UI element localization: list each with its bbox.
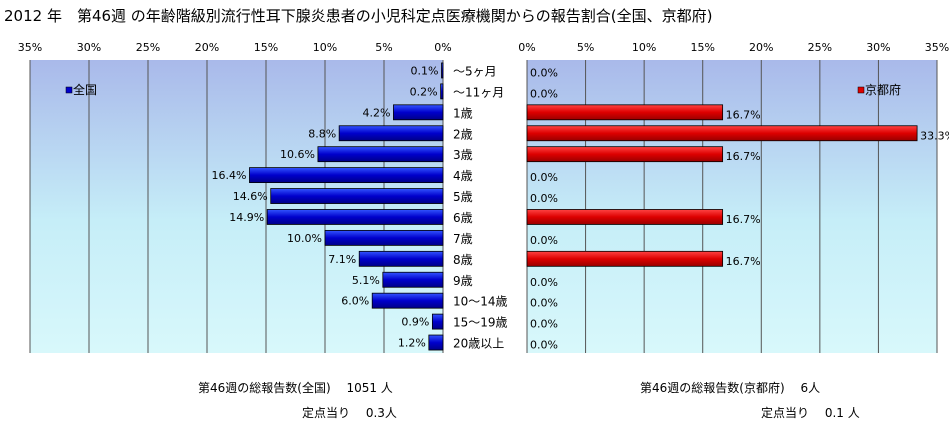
category-label: 8歳 <box>453 253 473 267</box>
data-label-zenkoku: 8.8% <box>308 127 336 140</box>
category-label: 3歳 <box>453 148 473 162</box>
bar-zenkoku <box>324 229 444 246</box>
left-tick-label: 20% <box>195 41 219 54</box>
data-label-kyoto: 0.0% <box>530 66 558 79</box>
category-label: 2歳 <box>453 127 473 141</box>
legend-label-kyoto: 京都府 <box>865 82 901 97</box>
right-tick-label: 15% <box>690 41 714 54</box>
category-label: ～11ヶ月 <box>453 85 504 99</box>
left-tick-label: 25% <box>136 41 160 54</box>
data-label-kyoto: 0.0% <box>530 192 558 205</box>
bar-zenkoku <box>382 271 444 288</box>
data-label-zenkoku: 5.1% <box>352 274 380 287</box>
chart-title: 2012 年 第46週 の年齢階級別流行性耳下腺炎患者の小児科定点医療機関からの… <box>4 7 713 25</box>
bar-zenkoku <box>358 250 444 267</box>
data-label-kyoto: 0.0% <box>530 339 558 352</box>
data-label-zenkoku: 10.6% <box>280 148 315 161</box>
footer-right-per: 定点当り 0.1 人 <box>761 406 860 420</box>
bar-kyoto <box>526 209 724 225</box>
left-plot-area <box>30 60 443 353</box>
data-label-kyoto: 16.7% <box>726 213 761 226</box>
left-tick-label: 10% <box>313 41 337 54</box>
left-tick-label: 15% <box>254 41 278 54</box>
data-label-zenkoku: 14.9% <box>229 211 264 224</box>
right-tick-label: 5% <box>577 41 594 54</box>
legend-label-zenkoku: 全国 <box>73 82 97 97</box>
right-tick-label: 10% <box>632 41 656 54</box>
data-label-kyoto: 0.0% <box>530 318 558 331</box>
bar-zenkoku <box>270 188 444 204</box>
left-tick-label: 30% <box>77 41 101 54</box>
bar-kyoto <box>526 104 724 121</box>
category-label: 6歳 <box>453 211 473 225</box>
bar-zenkoku <box>338 125 444 142</box>
bar-kyoto <box>526 125 918 142</box>
data-label-zenkoku: 14.6% <box>233 190 268 203</box>
bar-zenkoku <box>371 292 444 309</box>
category-label: 10～14歳 <box>453 295 508 309</box>
data-label-zenkoku: 7.1% <box>328 253 356 266</box>
bar-zenkoku <box>266 209 444 225</box>
footer-left-total: 第46週の総報告数(全国) 1051 人 <box>198 381 393 395</box>
data-label-zenkoku: 10.0% <box>287 232 322 245</box>
bar-zenkoku <box>441 62 444 79</box>
data-label-kyoto: 0.0% <box>530 87 558 100</box>
category-label: 9歳 <box>453 274 473 288</box>
category-label: ～5ヶ月 <box>453 64 497 78</box>
data-label-zenkoku: 6.0% <box>341 295 369 308</box>
data-label-zenkoku: 0.9% <box>401 316 429 329</box>
right-plot-area <box>527 60 937 353</box>
bar-zenkoku <box>393 104 444 121</box>
data-label-kyoto: 16.7% <box>726 150 761 163</box>
left-tick-label: 0% <box>434 41 451 54</box>
bar-kyoto <box>526 146 724 163</box>
category-label: 5歳 <box>453 190 473 204</box>
legend-swatch-zenkoku <box>65 86 73 94</box>
data-label-kyoto: 16.7% <box>726 108 761 121</box>
left-tick-label: 5% <box>375 41 392 54</box>
data-label-kyoto: 0.0% <box>530 171 558 184</box>
data-label-kyoto: 33.3% <box>920 129 949 142</box>
data-label-zenkoku: 0.2% <box>410 85 438 98</box>
legend-swatch-kyoto <box>857 86 865 94</box>
category-label: 20歳以上 <box>453 337 504 351</box>
data-label-zenkoku: 4.2% <box>362 106 390 119</box>
right-tick-label: 30% <box>866 41 890 54</box>
category-label: 1歳 <box>453 106 473 120</box>
bar-zenkoku <box>440 83 444 100</box>
data-label-kyoto: 0.0% <box>530 276 558 289</box>
data-label-zenkoku: 1.2% <box>398 337 426 350</box>
right-tick-label: 20% <box>749 41 773 54</box>
bar-zenkoku <box>249 167 444 184</box>
category-label: 7歳 <box>453 232 473 246</box>
category-label: 4歳 <box>453 169 473 183</box>
data-label-zenkoku: 16.4% <box>212 169 247 182</box>
data-label-zenkoku: 0.1% <box>411 64 439 77</box>
right-tick-label: 25% <box>808 41 832 54</box>
bar-zenkoku <box>428 334 444 351</box>
data-label-kyoto: 0.0% <box>530 234 558 247</box>
bar-kyoto <box>526 250 724 267</box>
footer-left-per: 定点当り 0.3人 <box>302 406 397 420</box>
bar-zenkoku <box>317 146 444 163</box>
right-tick-label: 35% <box>925 41 949 54</box>
bar-zenkoku <box>431 313 444 330</box>
right-tick-label: 0% <box>518 41 535 54</box>
category-label: 15～19歳 <box>453 316 508 330</box>
footer-right-total: 第46週の総報告数(京都府) 6人 <box>640 381 821 395</box>
data-label-kyoto: 16.7% <box>726 255 761 268</box>
left-tick-label: 35% <box>18 41 42 54</box>
data-label-kyoto: 0.0% <box>530 297 558 310</box>
